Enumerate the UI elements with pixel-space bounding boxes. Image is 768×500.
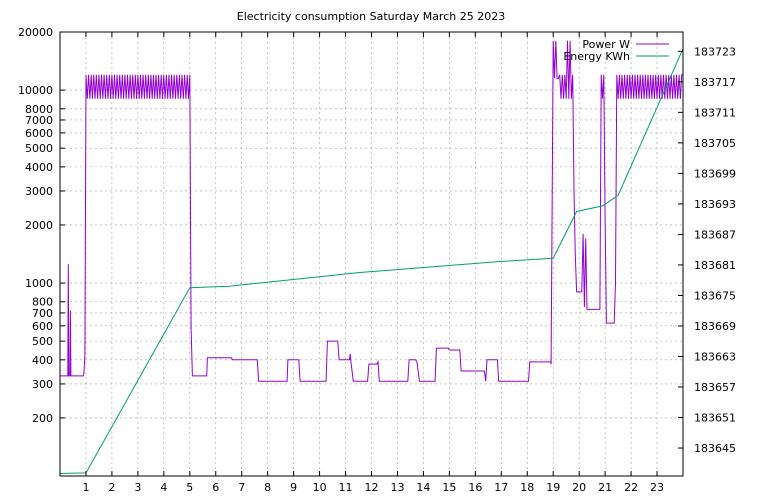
y2-tick-label: 183699 [694, 167, 736, 180]
x-tick-label: 17 [494, 481, 508, 494]
y-tick-label: 200 [32, 412, 53, 425]
grid-lines [60, 31, 683, 476]
x-tick-label: 13 [390, 481, 404, 494]
x-tick-label: 6 [212, 481, 219, 494]
x-tick-label: 11 [339, 481, 353, 494]
legend-label: Energy KWh [563, 50, 630, 63]
y-tick-label: 8000 [25, 103, 53, 116]
x-tick-label: 7 [238, 481, 245, 494]
x-tick-label: 5 [186, 481, 193, 494]
series-line-energy-kwh [59, 48, 684, 474]
x-tick-label: 18 [520, 481, 534, 494]
y2-tick-label: 183645 [694, 442, 736, 455]
y2-tick-label: 183687 [694, 228, 736, 241]
x-tick-label: 9 [290, 481, 297, 494]
series-line-power-w [60, 40, 683, 382]
y2-tick-label: 183705 [694, 137, 736, 150]
x-tick-label: 12 [365, 481, 379, 494]
x-tick-label: 1 [82, 481, 89, 494]
y2-tick-label: 183717 [694, 76, 736, 89]
y-tick-label: 20000 [18, 26, 53, 39]
series-layer [59, 40, 684, 474]
x-axis: 1 2 3 4 5 6 7 8 9 10 11 12 13 14 15 16 17 18 19 20 21 22 23 [82, 481, 664, 494]
x-tick-label: 22 [624, 481, 638, 494]
y-axis-right: 183645 183651 183657 183663 183669 183675 1836… [694, 45, 736, 455]
y2-tick-label: 183657 [694, 381, 736, 394]
x-tick-label: 19 [546, 481, 560, 494]
y2-tick-label: 183663 [694, 350, 736, 363]
y2-tick-label: 183675 [694, 289, 736, 302]
x-tick-label: 16 [468, 481, 482, 494]
y-tick-label: 800 [32, 296, 53, 309]
x-tick-label: 21 [598, 481, 612, 494]
y-tick-label: 400 [32, 354, 53, 367]
y-tick-label: 2000 [25, 219, 53, 232]
tick-marks [60, 31, 683, 476]
x-tick-label: 20 [572, 481, 586, 494]
legend-label: Power W [582, 38, 630, 51]
x-tick-label: 15 [442, 481, 456, 494]
x-tick-label: 2 [108, 481, 115, 494]
y-tick-label: 4000 [25, 161, 53, 174]
y-tick-label: 300 [32, 378, 53, 391]
x-tick-label: 14 [416, 481, 430, 494]
y-tick-label: 600 [32, 320, 53, 333]
y-tick-label: 6000 [25, 127, 53, 140]
x-tick-label: 4 [160, 481, 167, 494]
y-tick-label: 700 [32, 307, 53, 320]
x-tick-label: 3 [134, 481, 141, 494]
y2-tick-label: 183651 [694, 412, 736, 425]
y2-tick-label: 183681 [694, 259, 736, 272]
y-tick-label: 5000 [25, 142, 53, 155]
y2-tick-label: 183723 [694, 45, 736, 58]
y-tick-label: 7000 [25, 114, 53, 127]
y-tick-label: 3000 [25, 185, 53, 198]
y-tick-label: 500 [32, 335, 53, 348]
x-tick-label: 8 [264, 481, 271, 494]
y-tick-label: 1000 [25, 277, 53, 290]
y2-tick-label: 183693 [694, 198, 736, 211]
y2-tick-label: 183711 [694, 106, 736, 119]
chart-title: Electricity consumption Saturday March 2… [237, 10, 505, 23]
x-tick-label: 10 [313, 481, 327, 494]
y2-tick-label: 183669 [694, 320, 736, 333]
y-tick-label: 10000 [18, 84, 53, 97]
x-tick-label: 23 [650, 481, 664, 494]
